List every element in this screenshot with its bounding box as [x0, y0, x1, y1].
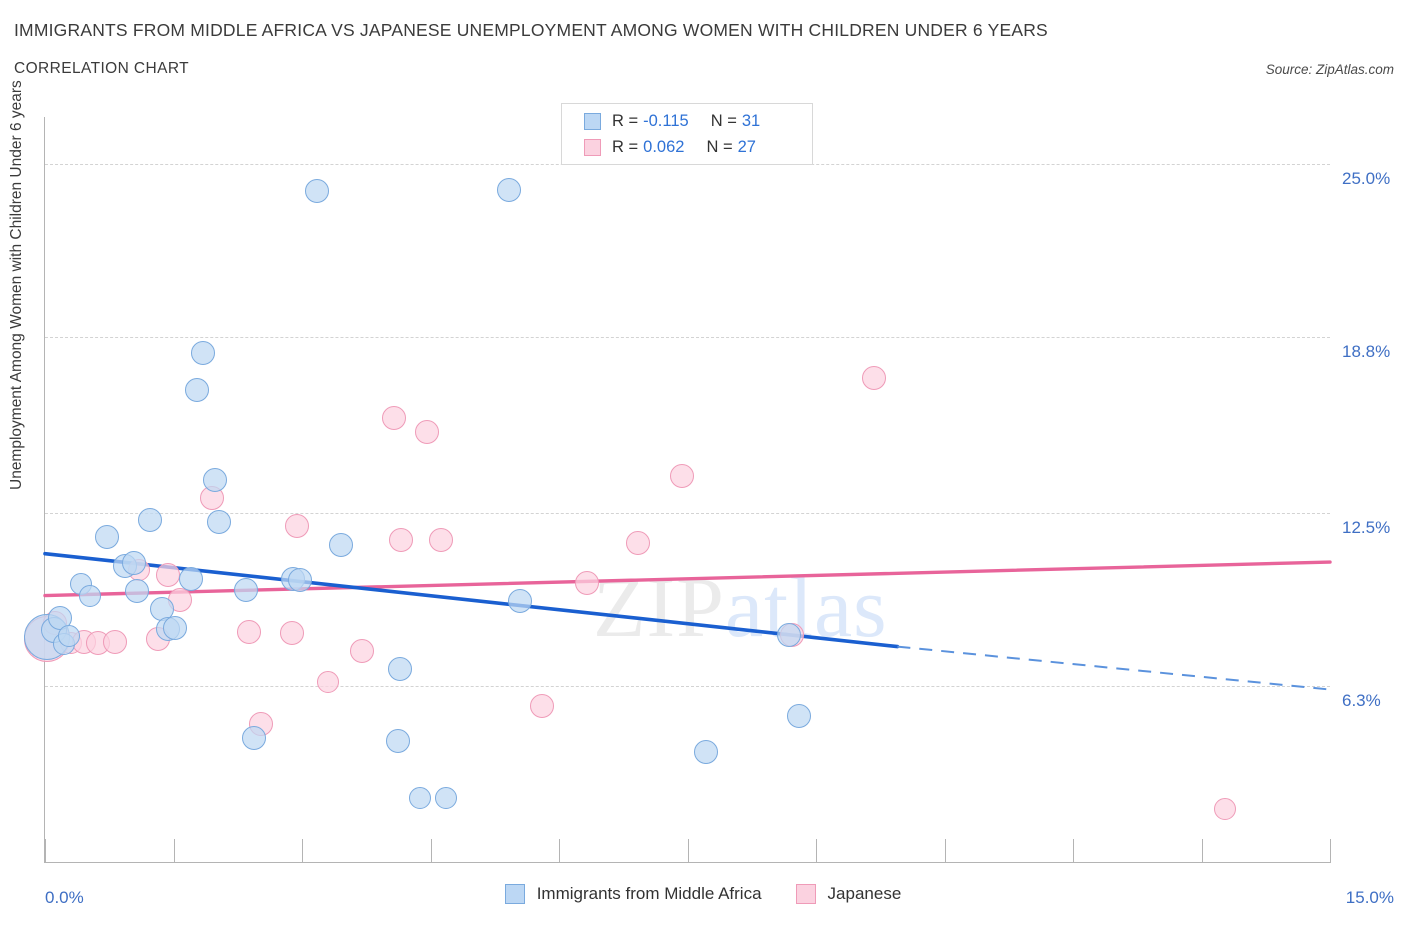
data-point-japanese[interactable]	[236, 619, 261, 644]
data-point-japanese[interactable]	[862, 365, 887, 390]
data-point-immigrants-middle-africa[interactable]	[137, 508, 162, 533]
correlation-stats-box: R = -0.115 N = 31 R = 0.062 N = 27	[561, 103, 813, 165]
data-point-immigrants-middle-africa[interactable]	[328, 533, 353, 558]
data-point-immigrants-middle-africa[interactable]	[305, 178, 330, 203]
y-tick-label: 18.8%	[1342, 342, 1391, 362]
data-point-immigrants-middle-africa[interactable]	[163, 615, 188, 640]
legend-item-immigrants-middle-africa[interactable]: Immigrants from Middle Africa	[504, 884, 762, 904]
data-point-immigrants-middle-africa[interactable]	[242, 725, 267, 750]
stats-pink-n-value: 27	[737, 137, 756, 156]
data-point-japanese[interactable]	[625, 530, 650, 555]
data-point-japanese[interactable]	[575, 570, 600, 595]
y-tick-label: 6.3%	[1342, 691, 1381, 711]
data-point-japanese[interactable]	[428, 527, 453, 552]
stats-pink-r-value: 0.062	[643, 137, 685, 156]
data-point-japanese[interactable]	[529, 693, 554, 718]
x-tick	[1073, 839, 1074, 862]
data-point-japanese[interactable]	[284, 513, 309, 538]
stats-pink-n-key: N =	[706, 137, 733, 156]
x-tick	[45, 839, 46, 862]
x-tick	[559, 839, 560, 862]
legend-label-pink: Japanese	[827, 884, 902, 903]
x-tick	[944, 839, 946, 862]
pink-trend-line	[43, 560, 1332, 598]
data-point-immigrants-middle-africa[interactable]	[206, 509, 231, 534]
data-point-japanese[interactable]	[156, 562, 181, 587]
x-tick	[1330, 839, 1331, 862]
data-point-japanese[interactable]	[388, 527, 413, 552]
data-point-japanese[interactable]	[103, 629, 128, 654]
x-tick	[816, 839, 817, 862]
trend-lines	[43, 551, 1332, 691]
y-axis-line	[44, 117, 45, 862]
data-point-immigrants-middle-africa[interactable]	[288, 568, 313, 593]
data-point-immigrants-middle-africa[interactable]	[234, 577, 259, 602]
data-point-immigrants-middle-africa[interactable]	[387, 657, 412, 682]
x-axis-max-label: 15.0%	[1345, 888, 1394, 907]
blue-trend-line-dashed	[897, 645, 1331, 691]
stats-swatch-blue-icon	[584, 112, 601, 130]
y-tick-label: 25.0%	[1342, 169, 1391, 189]
chart-subtitle: CORRELATION CHART	[14, 60, 190, 77]
data-point-immigrants-middle-africa[interactable]	[178, 566, 203, 591]
data-point-immigrants-middle-africa[interactable]	[94, 524, 119, 549]
data-point-immigrants-middle-africa[interactable]	[124, 579, 149, 604]
data-point-immigrants-middle-africa[interactable]	[409, 786, 432, 809]
source-attribution: Source: ZipAtlas.com	[1265, 62, 1394, 77]
data-point-immigrants-middle-africa[interactable]	[508, 589, 533, 614]
stats-row-pink: R = 0.062 N = 27	[584, 134, 756, 160]
data-point-immigrants-middle-africa[interactable]	[78, 584, 101, 607]
data-point-japanese[interactable]	[670, 463, 695, 488]
data-point-immigrants-middle-africa[interactable]	[776, 622, 801, 647]
stats-blue-r-key: R =	[612, 111, 639, 130]
y-tick-label: 12.5%	[1342, 518, 1391, 538]
x-tick	[430, 839, 432, 862]
stats-blue-n-key: N =	[710, 111, 737, 130]
legend-swatch-blue-icon	[504, 884, 525, 904]
data-point-japanese[interactable]	[381, 406, 406, 431]
legend-item-japanese[interactable]: Japanese	[795, 884, 902, 904]
data-point-immigrants-middle-africa[interactable]	[122, 551, 147, 576]
x-tick	[173, 839, 175, 862]
x-axis-min-label: 0.0%	[45, 888, 84, 907]
gridline	[45, 337, 1330, 339]
plot-area: ZIPatlas	[23, 117, 1332, 863]
data-point-japanese[interactable]	[1214, 797, 1237, 820]
x-tick	[302, 839, 303, 862]
data-point-immigrants-middle-africa[interactable]	[202, 467, 227, 492]
gridline	[45, 513, 1330, 515]
stats-blue-n-value: 31	[741, 111, 761, 130]
y-axis-title: Unemployment Among Women with Children U…	[8, 80, 25, 490]
legend-label-blue: Immigrants from Middle Africa	[536, 884, 762, 903]
data-point-immigrants-middle-africa[interactable]	[57, 624, 80, 647]
page-title: IMMIGRANTS FROM MIDDLE AFRICA VS JAPANES…	[14, 20, 1048, 40]
legend-swatch-pink-icon	[795, 884, 816, 904]
data-point-immigrants-middle-africa[interactable]	[694, 739, 719, 764]
series-legend: Immigrants from Middle Africa Japanese	[0, 884, 1406, 904]
data-point-immigrants-middle-africa[interactable]	[497, 177, 522, 202]
data-point-immigrants-middle-africa[interactable]	[185, 378, 210, 403]
data-point-immigrants-middle-africa[interactable]	[434, 786, 457, 809]
data-point-immigrants-middle-africa[interactable]	[786, 703, 811, 728]
stats-pink-r-key: R =	[612, 137, 639, 156]
x-tick	[687, 839, 689, 862]
stats-blue-r-value: -0.115	[643, 111, 689, 130]
data-point-japanese[interactable]	[279, 621, 304, 646]
gridline	[45, 686, 1330, 688]
data-point-immigrants-middle-africa[interactable]	[191, 340, 216, 365]
data-point-immigrants-middle-africa[interactable]	[385, 728, 410, 753]
x-axis-line	[44, 862, 1331, 863]
data-point-japanese[interactable]	[316, 671, 339, 694]
stats-row-blue: R = -0.115 N = 31	[584, 108, 760, 134]
x-tick	[1201, 839, 1203, 862]
stats-swatch-pink-icon	[584, 138, 601, 156]
data-point-japanese[interactable]	[349, 639, 374, 664]
data-point-japanese[interactable]	[415, 420, 440, 445]
